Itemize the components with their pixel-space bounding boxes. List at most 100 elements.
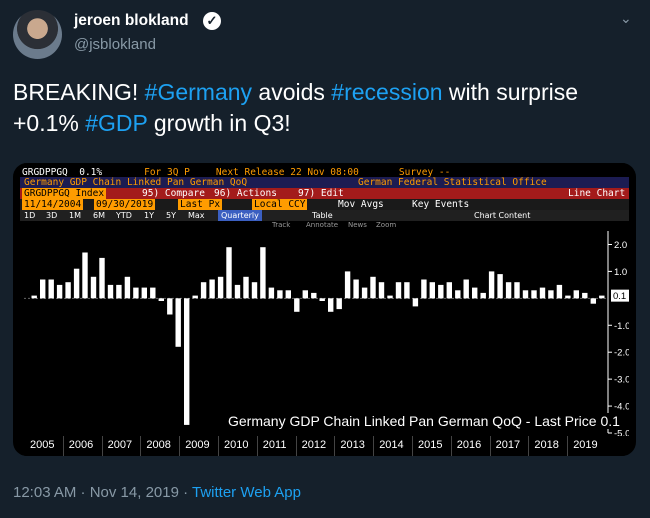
bar [56,284,63,299]
x-divider [140,436,142,456]
bar [412,298,419,307]
hashtag-germany[interactable]: #Germany [144,79,253,105]
range-5y[interactable]: 5Y [166,211,176,220]
y-tick-label: -1.0 [614,321,629,332]
header-line: GRGDPPGQ 0.1% For 3Q P Next Release 22 Nov… [22,167,450,178]
bar [167,298,173,315]
x-tick-label: 2011 [262,439,287,451]
timestamp-text[interactable]: 12:03 AM · Nov 14, 2019 · [13,484,192,501]
bar [150,287,156,299]
chart-content-button[interactable]: Chart Content [474,211,531,220]
bar [404,282,410,299]
bar [463,279,469,299]
x-tick-label: 2007 [107,439,133,451]
chart-type[interactable]: Line Chart [568,188,626,199]
bar [514,282,520,299]
index-field[interactable]: GRGDPPGQ Index [22,188,107,199]
tweet-text-part: growth in Q3! [147,110,291,136]
end-date-input[interactable]: 09/30/2019 [94,199,156,210]
x-tick-label: 2015 [418,439,443,451]
track-tool[interactable]: Track [272,221,291,229]
bar [90,276,97,299]
tweet-text-part: BREAKING! [13,79,145,105]
bar [268,287,275,299]
bar [209,279,215,299]
bar [370,276,376,299]
bar [505,282,512,299]
actions-button[interactable]: 96) Actions [214,188,277,199]
key-events-toggle[interactable]: Key Events [412,199,470,210]
bar [497,274,503,299]
x-divider [373,436,375,456]
news-tool[interactable]: News [348,221,367,229]
compare-button[interactable]: 95) Compare [142,188,205,199]
bar [175,298,181,347]
bar [285,290,291,299]
bar [539,287,546,299]
bar [31,295,37,299]
bar [294,298,300,312]
frequency-select[interactable]: Quarterly [218,210,262,221]
field-select[interactable]: Last Px [178,199,223,210]
bar [446,282,452,299]
bar [421,279,427,299]
bar [336,298,342,310]
x-divider [62,436,64,456]
author-name[interactable]: jeroen blokland [74,12,189,29]
bar [234,284,241,299]
bar [302,290,308,299]
bar [217,276,224,299]
x-tick-label: 2006 [68,439,94,451]
bar [353,279,359,299]
range-3d[interactable]: 3D [46,211,58,220]
x-axis: 2005 2006 2007 2008 2009 2010 2011 2012 2013 2014… [20,436,629,456]
range-1d[interactable]: 1D [24,211,36,220]
range-max[interactable]: Max [188,211,205,220]
survey: Survey -- [398,167,451,178]
range-1y[interactable]: 1Y [144,211,154,220]
range-1m[interactable]: 1M [69,211,81,220]
range-6m[interactable]: 6M [93,211,105,220]
zoom-tool[interactable]: Zoom [376,221,397,229]
table-button[interactable]: Table [312,211,333,220]
series-title: Germany GDP Chain Linked Pan German QoQ [24,177,248,188]
hashtag-gdp[interactable]: #GDP [85,110,148,136]
start-date-input[interactable]: 11/14/2004 [22,199,84,210]
bar [158,298,164,301]
x-tick-label: 2009 [185,439,210,451]
edit-button[interactable]: 97) Edit [298,188,344,199]
x-divider [412,436,413,456]
author-handle[interactable]: @jsblokland [74,36,156,53]
x-divider [567,436,569,456]
range-ytd[interactable]: YTD [116,211,132,220]
bar [395,282,402,299]
chevron-down-icon[interactable]: ⌄ [620,10,632,26]
bar [438,284,444,299]
x-divider [179,436,181,456]
bar [488,271,495,299]
bar [243,276,249,299]
verified-badge-icon: ✓ [203,12,221,30]
period: For 3Q P [144,167,190,178]
bar [548,290,554,299]
bar [556,284,563,299]
bar [99,257,105,299]
x-divider [334,436,336,456]
x-tick-label: 2014 [379,439,404,451]
media-image[interactable]: GRGDPPGQ 0.1% For 3Q P Next Release 22 Nov… [13,163,636,456]
annotate-tool[interactable]: Annotate [306,221,339,229]
chart-legend: Germany GDP Chain Linked Pan German QoQ … [225,413,623,429]
bar [573,290,579,299]
bar [361,287,368,299]
hashtag-recession[interactable]: #recession [331,79,443,105]
tweet-text-part: with surprise +0.1% [13,79,579,136]
avatar[interactable] [13,10,62,59]
last-value-label: 0.1 [613,291,626,302]
x-divider [450,436,452,456]
mov-avgs-toggle[interactable]: Mov Avgs [338,199,384,210]
range-bar: 1D 3D 1M 6M YTD 1Y 5Y Max Quarterly Tabl… [20,210,629,221]
currency-select[interactable]: Local CCY [252,199,308,210]
bar [531,290,537,299]
client-link[interactable]: Twitter Web App [192,484,301,501]
bar [107,284,114,299]
